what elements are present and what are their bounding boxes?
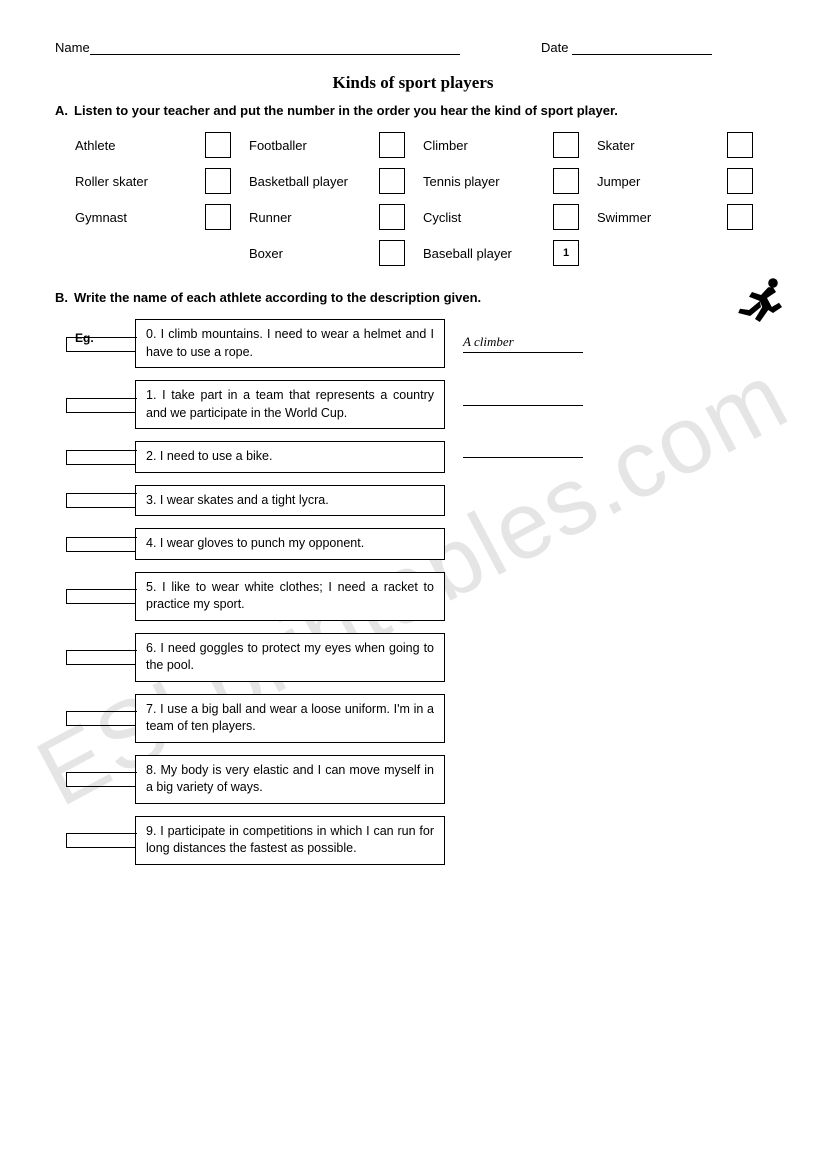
number-box[interactable] [205, 168, 231, 194]
sport-label: Athlete [75, 138, 205, 153]
description-bubble: 4. I wear gloves to punch my opponent. [135, 528, 445, 560]
description-row: 5. I like to wear white clothes; I need … [135, 572, 771, 621]
number-box[interactable] [553, 204, 579, 230]
sport-label: Skater [597, 138, 727, 153]
description-bubble: 3. I wear skates and a tight lycra. [135, 485, 445, 517]
grid-cell: Gymnast [75, 204, 249, 230]
grid-row: Roller skater Basketball player Tennis pla… [75, 168, 771, 194]
description-row: 3. I wear skates and a tight lycra. [135, 485, 771, 517]
description-bubble: 6. I need goggles to protect my eyes whe… [135, 633, 445, 682]
description-bubble: 9. I participate in competitions in whic… [135, 816, 445, 865]
number-box[interactable] [205, 204, 231, 230]
grid-cell: Tennis player [423, 168, 597, 194]
sport-label: Climber [423, 138, 553, 153]
sport-label: Basketball player [249, 174, 379, 189]
section-b-body: Eg. 0. I climb mountains. I need to wear… [55, 319, 771, 865]
grid-cell: Climber [423, 132, 597, 158]
description-bubble: 2. I need to use a bike. [135, 441, 445, 473]
grid-cell [597, 244, 771, 262]
sport-label: Footballer [249, 138, 379, 153]
section-b-letter: B. [55, 290, 68, 305]
grid-cell: Basketball player [249, 168, 423, 194]
answer-line[interactable] [463, 455, 583, 458]
runner-icon [731, 274, 791, 334]
sport-label: Jumper [597, 174, 727, 189]
sport-label: Runner [249, 210, 379, 225]
number-box[interactable] [379, 168, 405, 194]
answer-line[interactable] [463, 403, 583, 406]
date-field-container: Date [541, 40, 771, 55]
grid-cell: Athlete [75, 132, 249, 158]
description-bubble: 1. I take part in a team that represents… [135, 380, 445, 429]
grid-row: Gymnast Runner Cyclist Swimmer [75, 204, 771, 230]
grid-row: Athlete Footballer Climber Skater [75, 132, 771, 158]
section-a-letter: A. [55, 103, 68, 118]
number-box[interactable]: 1 [553, 240, 579, 266]
grid-cell: Cyclist [423, 204, 597, 230]
description-bubble: 5. I like to wear white clothes; I need … [135, 572, 445, 621]
description-row: 6. I need goggles to protect my eyes whe… [135, 633, 771, 682]
number-box[interactable] [379, 204, 405, 230]
date-input-line[interactable] [572, 54, 712, 55]
sport-label: Boxer [249, 246, 379, 261]
name-input-line[interactable] [90, 54, 460, 55]
description-bubble: 0. I climb mountains. I need to wear a h… [135, 319, 445, 368]
sport-label: Gymnast [75, 210, 205, 225]
sport-label: Tennis player [423, 174, 553, 189]
grid-cell: Skater [597, 132, 771, 158]
answer-line[interactable]: A climber [463, 334, 583, 353]
grid-cell: Jumper [597, 168, 771, 194]
page-title: Kinds of sport players [55, 73, 771, 93]
grid-cell: Runner [249, 204, 423, 230]
sport-label: Cyclist [423, 210, 553, 225]
number-box[interactable] [727, 168, 753, 194]
grid-cell: Boxer [249, 240, 423, 266]
worksheet-page: Name Date Kinds of sport players A. List… [0, 0, 826, 907]
description-row: 9. I participate in competitions in whic… [135, 816, 771, 865]
description-bubble: 8. My body is very elastic and I can mov… [135, 755, 445, 804]
grid-cell: Roller skater [75, 168, 249, 194]
grid-cell [75, 244, 249, 262]
sport-label: Roller skater [75, 174, 205, 189]
number-box[interactable] [553, 168, 579, 194]
date-label: Date [541, 40, 568, 55]
sport-label: Baseball player [423, 246, 553, 261]
description-bubble: 7. I use a big ball and wear a loose uni… [135, 694, 445, 743]
number-box[interactable] [553, 132, 579, 158]
number-box[interactable] [379, 240, 405, 266]
grid-cell: Footballer [249, 132, 423, 158]
sport-label: Swimmer [597, 210, 727, 225]
section-b-instruction: B. Write the name of each athlete accord… [55, 290, 771, 305]
name-field-container: Name [55, 40, 541, 55]
number-box[interactable] [205, 132, 231, 158]
name-label: Name [55, 40, 90, 55]
description-row: 8. My body is very elastic and I can mov… [135, 755, 771, 804]
description-row: 0. I climb mountains. I need to wear a h… [135, 319, 771, 368]
description-row: 4. I wear gloves to punch my opponent. [135, 528, 771, 560]
number-box[interactable] [727, 204, 753, 230]
section-b-text: Write the name of each athlete according… [74, 290, 771, 305]
grid-row: Boxer Baseball player1 [75, 240, 771, 266]
header-line: Name Date [55, 40, 771, 55]
section-a-instruction: A. Listen to your teacher and put the nu… [55, 103, 771, 118]
grid-cell: Baseball player1 [423, 240, 597, 266]
number-box[interactable] [727, 132, 753, 158]
description-row: 2. I need to use a bike. [135, 441, 771, 473]
section-a-text: Listen to your teacher and put the numbe… [74, 103, 771, 118]
description-row: 7. I use a big ball and wear a loose uni… [135, 694, 771, 743]
number-box[interactable] [379, 132, 405, 158]
grid-cell: Swimmer [597, 204, 771, 230]
sport-grid: Athlete Footballer Climber Skater Roller ska… [75, 132, 771, 266]
description-row: 1. I take part in a team that represents… [135, 380, 771, 429]
